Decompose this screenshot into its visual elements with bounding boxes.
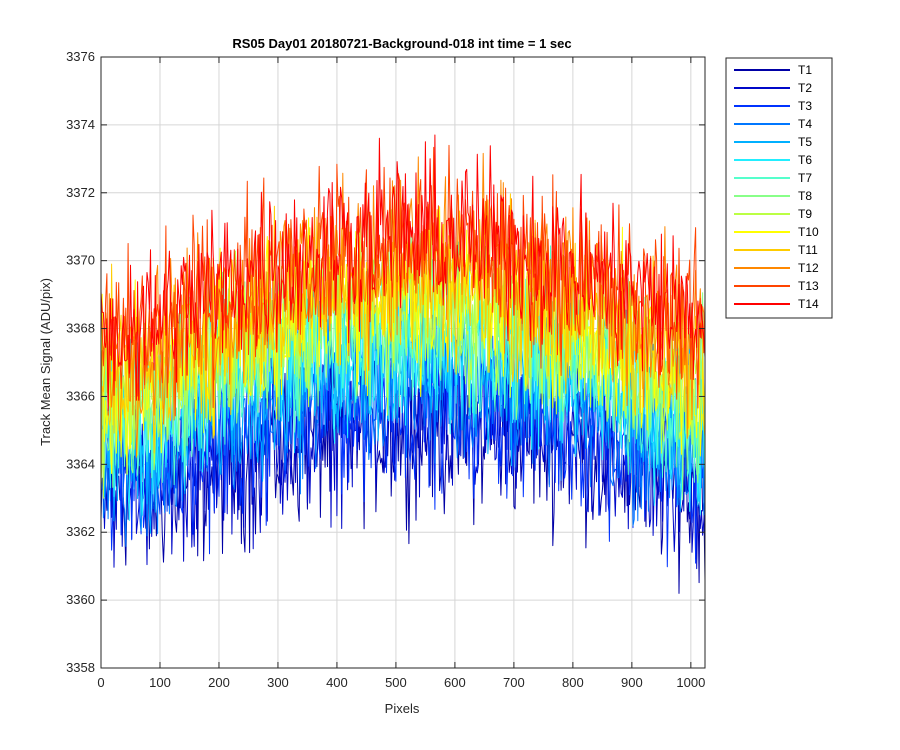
x-tick-label: 800 [562, 675, 584, 690]
axis-ticks: 0 100 200 300 400 500 600 700 800 900 1000 3358 3360… [66, 49, 705, 690]
legend-label: T12 [798, 261, 819, 275]
x-tick-label: 0 [97, 675, 104, 690]
legend-label: T9 [798, 207, 812, 221]
legend-label: T11 [798, 243, 818, 257]
legend-label: T2 [798, 81, 812, 95]
legend: T1 T2 T3 T4 T5 T6 T7 T8 T9 T10 T11 T12 T13 T14 [725, 57, 833, 319]
x-axis-label: Pixels [385, 701, 420, 716]
legend-label: T1 [798, 63, 812, 77]
y-tick-label: 3358 [66, 660, 95, 675]
legend-box [725, 57, 833, 319]
legend-label: T10 [798, 225, 819, 239]
legend-label: T3 [798, 99, 812, 113]
y-tick-label: 3366 [66, 388, 95, 403]
x-tick-label: 400 [326, 675, 348, 690]
x-tick-label: 1000 [676, 675, 705, 690]
y-tick-label: 3370 [66, 253, 95, 268]
x-tick-label: 100 [149, 675, 171, 690]
x-tick-label: 300 [267, 675, 289, 690]
legend-label: T4 [798, 117, 812, 131]
y-tick-label: 3372 [66, 185, 95, 200]
y-tick-label: 3362 [66, 524, 95, 539]
y-axis-label: Track Mean Signal (ADU/pix) [38, 278, 53, 446]
y-tick-label: 3374 [66, 117, 95, 132]
y-tick-label: 3360 [66, 592, 95, 607]
x-tick-label: 900 [621, 675, 643, 690]
legend-label: T8 [798, 189, 812, 203]
legend-label: T6 [798, 153, 812, 167]
legend-label: T7 [798, 171, 812, 185]
x-tick-label: 500 [385, 675, 407, 690]
series-lines [100, 134, 706, 594]
series-line-t14 [100, 134, 706, 412]
chart-title: RS05 Day01 20180721-Background-018 int t… [232, 36, 571, 51]
legend-label: T14 [798, 297, 819, 311]
x-tick-label: 200 [208, 675, 230, 690]
plot-frame [100, 56, 706, 669]
legend-label: T13 [798, 279, 819, 293]
x-tick-label: 700 [503, 675, 525, 690]
y-tick-label: 3376 [66, 49, 95, 64]
legend-label: T5 [798, 135, 812, 149]
x-tick-label: 600 [444, 675, 466, 690]
series-line-t11 [100, 193, 706, 485]
y-tick-label: 3364 [66, 456, 95, 471]
y-tick-label: 3368 [66, 321, 95, 336]
